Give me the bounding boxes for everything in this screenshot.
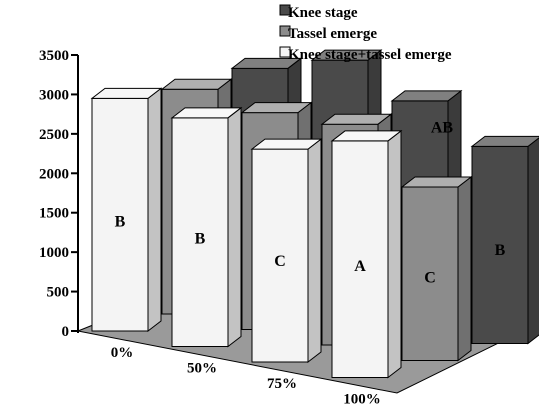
y-tick-label-2500: 2500 bbox=[39, 127, 69, 143]
bar-knee-stage-tassel-emerge-75: C bbox=[250, 138, 323, 364]
y-tick-label-3500: 3500 bbox=[39, 48, 69, 64]
bar-top-face bbox=[470, 135, 539, 147]
y-tick-label-500: 500 bbox=[47, 285, 70, 301]
bar-front-face bbox=[471, 145, 529, 344]
bar-top-face bbox=[230, 57, 303, 69]
bar-top-face bbox=[240, 102, 313, 114]
x-category-label-50: 50% bbox=[187, 361, 217, 377]
bar-top-face bbox=[170, 107, 243, 119]
bar-top-face bbox=[400, 176, 473, 188]
bar-front-face bbox=[331, 140, 389, 378]
bar-top-face bbox=[160, 78, 233, 90]
legend-label: Knee stage+tassel emerge bbox=[288, 47, 452, 63]
x-category-label-0: 0% bbox=[111, 345, 134, 361]
bar-side-face bbox=[307, 138, 322, 364]
legend-swatch bbox=[279, 4, 291, 16]
x-axis-category-labels: 0% 50% 75% 100% bbox=[111, 345, 381, 408]
y-tick-label-2000: 2000 bbox=[39, 166, 69, 182]
bar-top-face bbox=[390, 90, 463, 102]
bar-side-face bbox=[457, 175, 472, 362]
bar-tassel-emerge-100: C bbox=[400, 175, 473, 362]
bar-side-face bbox=[387, 129, 402, 379]
bar-knee-stage-100: B bbox=[470, 135, 539, 345]
bars-group: ABBBBACBBCAAB bbox=[90, 49, 539, 379]
legend-swatch bbox=[279, 25, 291, 37]
bar-side-face bbox=[147, 87, 162, 333]
significance-letter-tassel-emerge-100: C bbox=[424, 269, 436, 286]
y-tick-label-3000: 3000 bbox=[39, 87, 69, 103]
legend-item-knee-stage-tassel-emerge: Knee stage+tassel emerge bbox=[279, 46, 452, 63]
significance-letter-knee-stage-tassel-emerge-100: A bbox=[354, 258, 366, 275]
bar-top-face bbox=[330, 130, 403, 142]
bar-top-face bbox=[320, 113, 393, 125]
bar-side-face bbox=[227, 106, 242, 348]
legend-label: Tassel emerge bbox=[288, 26, 377, 42]
significance-letter-knee-stage-100: B bbox=[495, 242, 506, 259]
significance-letter-knee-stage-tassel-emerge-75: C bbox=[274, 253, 286, 270]
legend: Knee stage Tassel emerge Knee stage+tassel… bbox=[279, 4, 452, 63]
bar-front-face bbox=[401, 186, 459, 361]
bar-top-face bbox=[90, 87, 163, 99]
bar-front-face bbox=[251, 148, 309, 363]
bar-top-face bbox=[250, 138, 323, 150]
significance-letter-extra: AB bbox=[431, 119, 454, 136]
bar-front-face bbox=[91, 97, 149, 332]
significance-letter-knee-stage-tassel-emerge-50: B bbox=[195, 231, 206, 248]
legend-item-tassel-emerge: Tassel emerge bbox=[279, 25, 377, 42]
bar-side-face bbox=[527, 137, 539, 345]
bar-knee-stage-tassel-emerge-50: B bbox=[170, 106, 243, 348]
y-tick-label-0: 0 bbox=[62, 324, 70, 340]
bar-front-face bbox=[171, 117, 229, 347]
x-category-label-75: 75% bbox=[267, 376, 297, 392]
x-category-label-100: 100% bbox=[343, 392, 381, 408]
bar-knee-stage-tassel-emerge-0: B bbox=[90, 87, 163, 333]
bar-knee-stage-tassel-emerge-100: A bbox=[330, 129, 403, 379]
bar-top-face bbox=[310, 49, 383, 61]
y-axis-ticks: 0 500 1000 1500 2000 2500 3000 3500 bbox=[39, 48, 78, 340]
legend-label: Knee stage bbox=[288, 5, 358, 21]
legend-swatch bbox=[279, 46, 291, 58]
legend-item-knee-stage: Knee stage bbox=[279, 4, 358, 21]
y-tick-label-1000: 1000 bbox=[39, 245, 69, 261]
y-tick-label-1500: 1500 bbox=[39, 206, 69, 222]
significance-letter-knee-stage-tassel-emerge-0: B bbox=[115, 213, 126, 230]
